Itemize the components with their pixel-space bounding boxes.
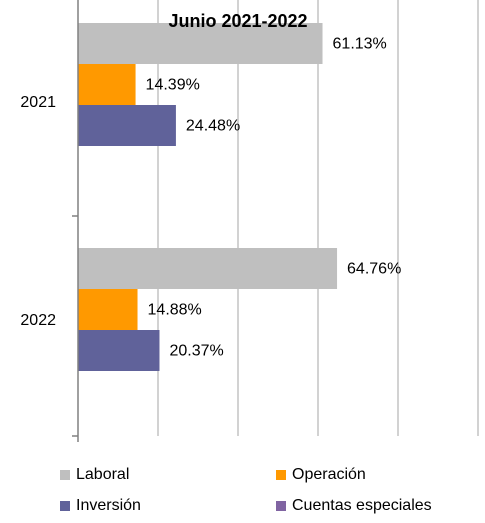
- legend-label: Operación: [292, 466, 366, 483]
- data-label: 24.48%: [186, 118, 240, 135]
- data-label: 14.39%: [146, 77, 200, 94]
- category-label: 2021: [20, 94, 56, 111]
- data-label: 14.88%: [148, 302, 202, 319]
- legend-label: Inversión: [76, 497, 141, 514]
- data-label: 64.76%: [347, 261, 401, 278]
- bars: [78, 23, 338, 371]
- legend-item-laboral: Laboral: [60, 466, 129, 484]
- legend-swatch: [60, 501, 70, 511]
- data-labels: 2021 61.13% 14.39% 24.48% 2022 64.76% 14.88% 20…: [20, 36, 401, 360]
- bar-inversión: [78, 105, 176, 146]
- gridlines: [157, 0, 479, 436]
- legend-label: Cuentas especiales: [292, 497, 432, 514]
- category-label: 2022: [20, 312, 56, 329]
- legend: Laboral Operación Inversión Cuentas especia…: [58, 466, 485, 518]
- bar-laboral: [78, 248, 338, 289]
- legend-swatch: [276, 501, 286, 511]
- bar-inversión: [78, 330, 160, 371]
- bar-laboral: [78, 23, 323, 64]
- legend-item-cuentas-especiales: Cuentas especiales: [276, 497, 432, 515]
- legend-swatch: [60, 470, 70, 480]
- bar-operación: [78, 64, 136, 105]
- legend-item-inversión: Inversión: [60, 497, 141, 515]
- legend-swatch: [276, 470, 286, 480]
- legend-item-operación: Operación: [276, 466, 366, 484]
- data-label: 20.37%: [169, 343, 223, 360]
- axes: [72, 0, 79, 442]
- chart-title: Junio 2021-2022: [168, 11, 307, 31]
- bar-operación: [78, 289, 138, 330]
- legend-label: Laboral: [76, 466, 130, 483]
- data-label: 61.13%: [333, 36, 387, 53]
